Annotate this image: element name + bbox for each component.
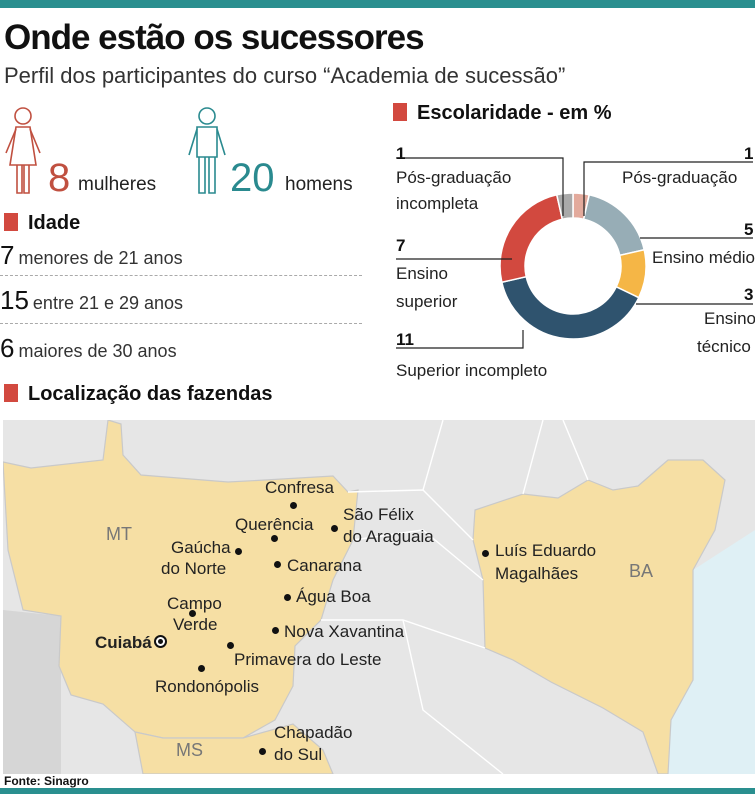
age-row: 6 maiores de 30 anos bbox=[0, 333, 177, 364]
value-label: 11 bbox=[396, 330, 414, 349]
map-marker[interactable] bbox=[272, 627, 279, 634]
map-marker[interactable] bbox=[482, 550, 489, 557]
ba-state-shape bbox=[472, 459, 726, 774]
map-canvas bbox=[3, 420, 755, 774]
legend-label: técnico bbox=[697, 337, 751, 356]
legend-label: Ensino médio bbox=[652, 248, 755, 267]
legend-label: Pós-graduação bbox=[622, 168, 738, 187]
city-label: Verde bbox=[173, 615, 218, 634]
donut-segments bbox=[499, 192, 647, 340]
age-row: 7 menores de 21 anos bbox=[0, 240, 183, 271]
state-label-ba: BA bbox=[629, 561, 654, 581]
location-section-title: Localização das fazendas bbox=[4, 383, 273, 406]
location-title-text: Localização das fazendas bbox=[28, 383, 273, 405]
leader-lines bbox=[396, 157, 753, 349]
men-label: homens bbox=[285, 174, 353, 195]
state-label-mt: MT bbox=[106, 524, 132, 544]
section-marker-icon bbox=[393, 103, 407, 121]
age-title-text: Idade bbox=[28, 212, 81, 234]
donut-slice bbox=[582, 193, 646, 257]
section-marker-icon bbox=[4, 384, 18, 402]
map[interactable]: MT MS BA Confresa Querência São Félix do… bbox=[3, 420, 755, 774]
city-label: Canarana bbox=[287, 556, 362, 575]
city-label: Confresa bbox=[265, 478, 334, 497]
map-marker[interactable] bbox=[227, 642, 234, 649]
capital-marker-icon[interactable] bbox=[154, 635, 167, 648]
map-marker[interactable] bbox=[198, 665, 205, 672]
city-label: São Félix bbox=[343, 505, 414, 524]
legend-label: Ensino bbox=[704, 309, 755, 328]
city-label: do Sul bbox=[274, 745, 323, 764]
age-count: 15 bbox=[0, 285, 29, 315]
map-marker[interactable] bbox=[274, 561, 281, 568]
divider bbox=[0, 323, 362, 324]
city-label: do Norte bbox=[161, 559, 227, 578]
ms-state-shape bbox=[134, 723, 334, 774]
women-label: mulheres bbox=[78, 174, 157, 195]
page-subtitle: Perfil dos participantes do curso “Acade… bbox=[4, 63, 566, 88]
value-label: 3 bbox=[744, 285, 754, 304]
men-count: 20 bbox=[230, 156, 275, 200]
city-label: Rondonópolis bbox=[155, 677, 259, 696]
mt-state-shape bbox=[3, 420, 359, 739]
city-label: Nova Xavantina bbox=[284, 622, 405, 641]
city-label: Magalhães bbox=[495, 564, 579, 583]
city-label: Gaúcha bbox=[171, 538, 231, 557]
value-label: 1 bbox=[744, 144, 754, 163]
map-marker[interactable] bbox=[271, 535, 278, 542]
age-count: 6 bbox=[0, 333, 15, 363]
map-marker[interactable] bbox=[284, 594, 291, 601]
education-section-title: Escolaridade - em % bbox=[393, 102, 612, 125]
age-row: 15 entre 21 e 29 anos bbox=[0, 285, 183, 316]
page-title: Onde estão os sucessores bbox=[4, 18, 425, 57]
city-label: Luís Eduardo bbox=[495, 541, 597, 560]
section-marker-icon bbox=[4, 213, 18, 231]
education-donut-chart bbox=[396, 157, 753, 349]
state-label-ms: MS bbox=[176, 740, 203, 760]
city-label: Água Boa bbox=[296, 587, 371, 606]
city-label: Primavera do Leste bbox=[234, 650, 382, 669]
legend-label: incompleta bbox=[396, 194, 479, 213]
top-bar bbox=[0, 0, 755, 8]
legend-label: Ensino bbox=[396, 264, 448, 283]
legend-label: Superior incompleto bbox=[396, 361, 548, 380]
bottom-bar bbox=[0, 788, 755, 794]
divider bbox=[0, 275, 362, 276]
legend-label: Pós-graduação bbox=[396, 168, 512, 187]
man-icon bbox=[188, 107, 226, 194]
map-marker[interactable] bbox=[235, 548, 242, 555]
chart-title: Escolaridade - em % bbox=[417, 102, 612, 124]
donut-slice bbox=[499, 193, 564, 284]
age-label: entre 21 e 29 anos bbox=[32, 293, 184, 313]
city-label: Campo bbox=[167, 594, 222, 613]
source-note: Fonte: Sinagro bbox=[4, 774, 89, 788]
age-label: maiores de 30 anos bbox=[18, 341, 177, 361]
map-marker[interactable] bbox=[259, 748, 266, 755]
age-section-title: Idade bbox=[4, 212, 80, 235]
donut-slice bbox=[500, 275, 640, 340]
donut-slice bbox=[555, 192, 574, 221]
value-label: 1 bbox=[396, 144, 406, 163]
women-count: 8 bbox=[48, 156, 71, 200]
map-marker[interactable] bbox=[290, 502, 297, 509]
city-label: do Araguaia bbox=[343, 527, 434, 546]
city-label: Chapadão bbox=[274, 723, 353, 742]
city-label: Querência bbox=[235, 515, 314, 534]
city-label-capital: Cuiabá bbox=[95, 633, 152, 652]
map-marker[interactable] bbox=[189, 610, 196, 617]
age-label: menores de 21 anos bbox=[18, 248, 183, 268]
value-label: 7 bbox=[396, 236, 406, 255]
age-count: 7 bbox=[0, 240, 15, 270]
legend-label: superior bbox=[396, 292, 458, 311]
woman-icon bbox=[5, 107, 41, 194]
value-label: 5 bbox=[744, 220, 754, 239]
map-marker[interactable] bbox=[331, 525, 338, 532]
